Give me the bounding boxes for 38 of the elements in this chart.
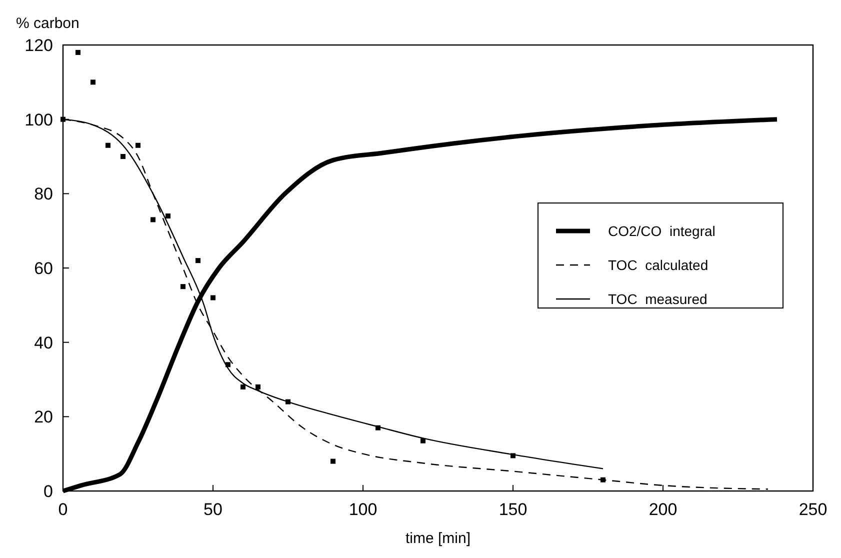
point: [136, 142, 140, 148]
x-tick-label: 250: [798, 500, 828, 519]
y-tick-label: 100: [24, 110, 53, 130]
legend-label: CO2/CO integral: [608, 223, 716, 239]
point: [196, 258, 200, 264]
point: [600, 477, 606, 482]
x-axis-title: time [min]: [405, 530, 471, 547]
point: [90, 80, 96, 85]
point: [376, 425, 380, 430]
point: [60, 116, 66, 122]
point: [180, 284, 186, 290]
legend-label: TOC calculated: [608, 257, 708, 273]
point: [240, 384, 246, 390]
y-tick-label: 120: [24, 36, 53, 55]
x-tick-label: 50: [204, 500, 222, 519]
y-tick-label: 0: [44, 482, 53, 501]
legend-label: TOC measured: [608, 291, 708, 307]
point: [210, 295, 216, 300]
y-tick-label: 20: [34, 408, 53, 427]
x-tick-label: 150: [498, 500, 528, 519]
x-tick-label: 200: [648, 500, 678, 519]
point: [166, 213, 170, 218]
y-tick-label: 80: [34, 184, 53, 204]
point: [150, 217, 156, 222]
point: [226, 362, 230, 368]
point: [256, 384, 260, 390]
y-tick-label: 40: [34, 333, 53, 352]
y-axis-title: % carbon: [16, 15, 80, 32]
point: [420, 438, 426, 444]
point: [510, 453, 516, 458]
point: [76, 50, 80, 55]
point: [286, 399, 290, 404]
point: [120, 154, 126, 159]
point: [106, 142, 110, 148]
x-tick-label: 0: [58, 500, 68, 519]
y-tick-label: 60: [34, 259, 53, 278]
point: [330, 458, 336, 464]
x-tick-label: 100: [348, 500, 378, 519]
